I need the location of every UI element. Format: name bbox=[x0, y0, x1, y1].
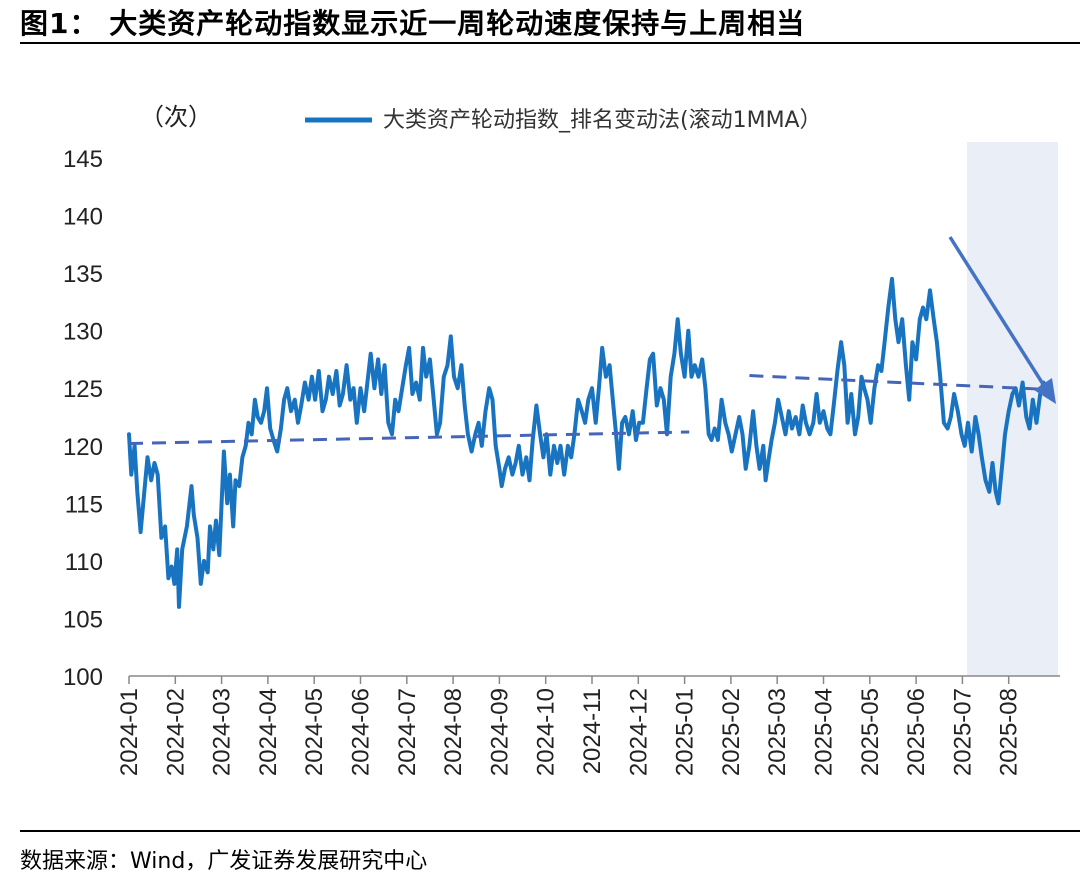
y-axis-ticks: 100 105 110 115 120 125 130 135 140 145 bbox=[63, 146, 103, 691]
title-divider bbox=[20, 42, 1080, 44]
x-tick-label: 2024-02 bbox=[162, 688, 189, 776]
figure-title: 图1： 大类资产轮动指数显示近一周轮动速度保持与上周相当 bbox=[20, 7, 806, 40]
y-tick-label: 105 bbox=[63, 606, 103, 633]
legend-label: 大类资产轮动指数_排名变动法(滚动1MMA） bbox=[383, 108, 822, 133]
x-tick-label: 2024-10 bbox=[533, 688, 560, 776]
x-tick-label: 2025-01 bbox=[672, 688, 699, 776]
x-tick-label: 2024-07 bbox=[394, 688, 421, 776]
x-axis-ticks: 2024-01 2024-02 2024-03 2024-04 2024-05 2024-… bbox=[116, 676, 1023, 776]
x-tick-label: 2024-11 bbox=[579, 688, 606, 774]
y-tick-label: 125 bbox=[63, 376, 103, 403]
recent-period-highlight bbox=[967, 142, 1058, 676]
y-tick-label: 110 bbox=[65, 549, 103, 576]
x-tick-label: 2025-04 bbox=[811, 688, 838, 776]
x-tick-label: 2024-08 bbox=[440, 688, 467, 776]
y-tick-label: 145 bbox=[63, 146, 103, 173]
x-tick-label: 2025-08 bbox=[996, 688, 1023, 776]
x-tick-label: 2024-12 bbox=[625, 688, 652, 776]
y-tick-label: 135 bbox=[63, 261, 103, 288]
x-tick-label: 2024-06 bbox=[348, 688, 375, 776]
x-tick-label: 2024-01 bbox=[116, 688, 143, 776]
y-tick-label: 140 bbox=[63, 204, 103, 231]
arrow-head bbox=[1034, 378, 1056, 404]
x-tick-label: 2025-07 bbox=[949, 688, 976, 776]
series-line bbox=[127, 276, 1046, 609]
x-tick-label: 2024-03 bbox=[209, 688, 236, 776]
source-divider bbox=[20, 830, 1080, 832]
x-tick-label: 2024-09 bbox=[486, 688, 513, 776]
x-tick-label: 2024-05 bbox=[301, 688, 328, 776]
y-tick-label: 130 bbox=[63, 319, 103, 346]
down-trend-arrow bbox=[948, 236, 1056, 404]
x-tick-label: 2025-02 bbox=[718, 688, 745, 776]
x-tick-label: 2024-04 bbox=[255, 688, 282, 776]
arrow-shaft bbox=[948, 236, 1050, 393]
x-tick-label: 2025-03 bbox=[764, 688, 791, 776]
y-tick-label: 120 bbox=[63, 434, 103, 461]
x-tick-label: 2025-05 bbox=[857, 688, 884, 776]
y-tick-label: 115 bbox=[65, 491, 103, 518]
trend-line-1 bbox=[128, 430, 690, 445]
trend-line-2 bbox=[749, 374, 1046, 391]
y-axis-unit-label: （次） bbox=[140, 103, 212, 131]
x-tick-label: 2025-06 bbox=[903, 688, 930, 776]
y-tick-label: 100 bbox=[63, 664, 103, 691]
source-note: 数据来源：Wind，广发证券发展研究中心 bbox=[20, 849, 428, 874]
